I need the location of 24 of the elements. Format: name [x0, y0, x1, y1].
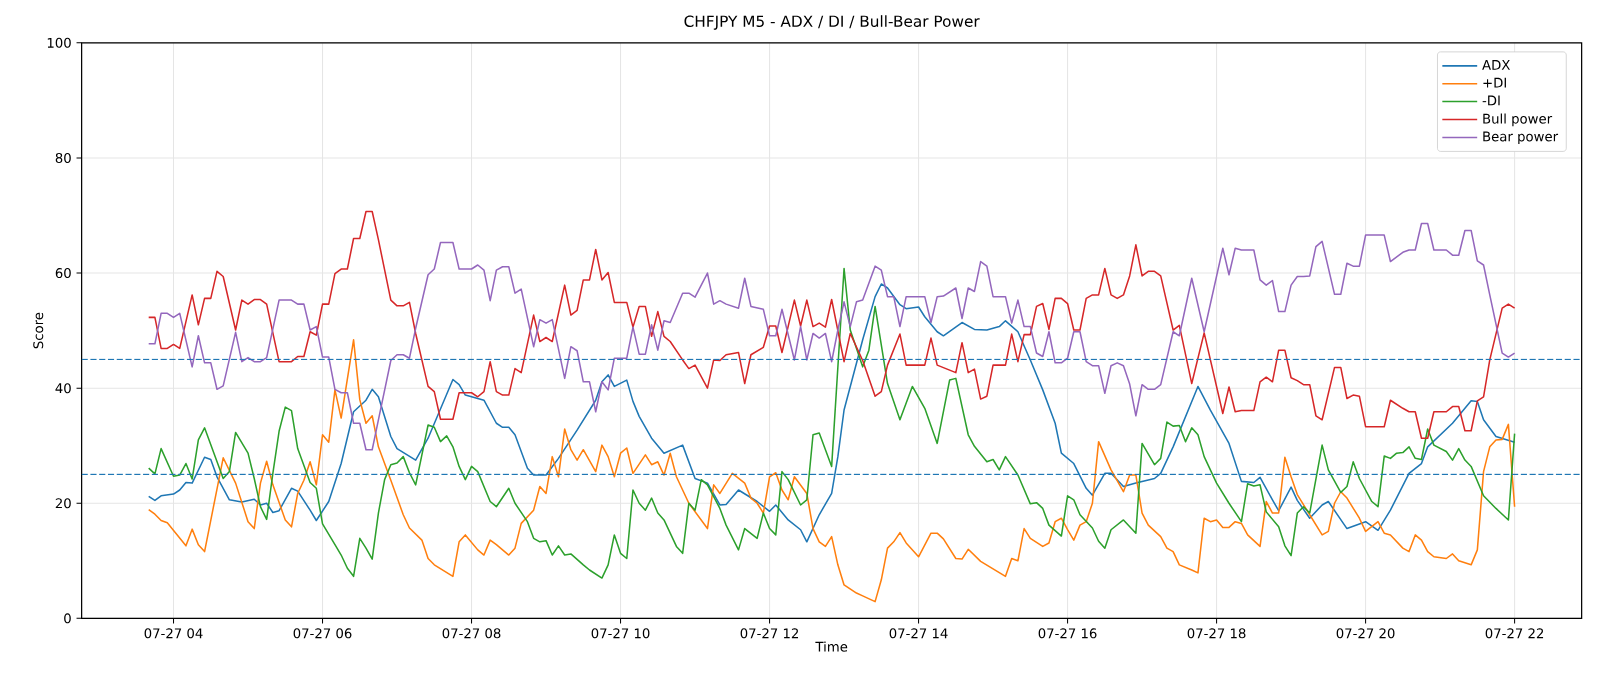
- y-tick-label: 100: [47, 37, 71, 48]
- y-axis-title: Score: [33, 312, 44, 349]
- x-axis-title: Time: [815, 641, 848, 652]
- x-tick-label: 07-27 14: [889, 628, 948, 639]
- x-tick-label: 07-27 20: [1336, 628, 1395, 639]
- x-tick-label: 07-27 16: [1038, 628, 1097, 639]
- chart-title: CHFJPY M5 - ADX / DI / Bull-Bear Power: [684, 15, 980, 30]
- x-tick-label: 07-27 10: [591, 628, 650, 639]
- x-tick-label: 07-27 04: [144, 628, 203, 639]
- x-tick-label: 07-27 06: [293, 628, 352, 639]
- y-tick-label: 40: [55, 383, 71, 394]
- y-tick-label: 20: [55, 498, 71, 509]
- legend-label: ADX: [1482, 60, 1510, 70]
- y-tick-label: 0: [64, 613, 71, 624]
- x-tick-label: 07-27 22: [1485, 628, 1544, 639]
- x-tick-label: 07-27 12: [740, 628, 799, 639]
- x-tick-label: 07-27 18: [1187, 628, 1246, 639]
- legend-label: Bear power: [1483, 131, 1559, 145]
- y-tick-label: 60: [55, 268, 71, 279]
- x-tick-label: 07-27 08: [442, 628, 501, 639]
- y-tick-label: 80: [55, 153, 71, 164]
- legend-label: Bull power: [1483, 113, 1553, 127]
- legend-label: -DI: [1482, 95, 1500, 106]
- legend-label: +DI: [1483, 77, 1506, 88]
